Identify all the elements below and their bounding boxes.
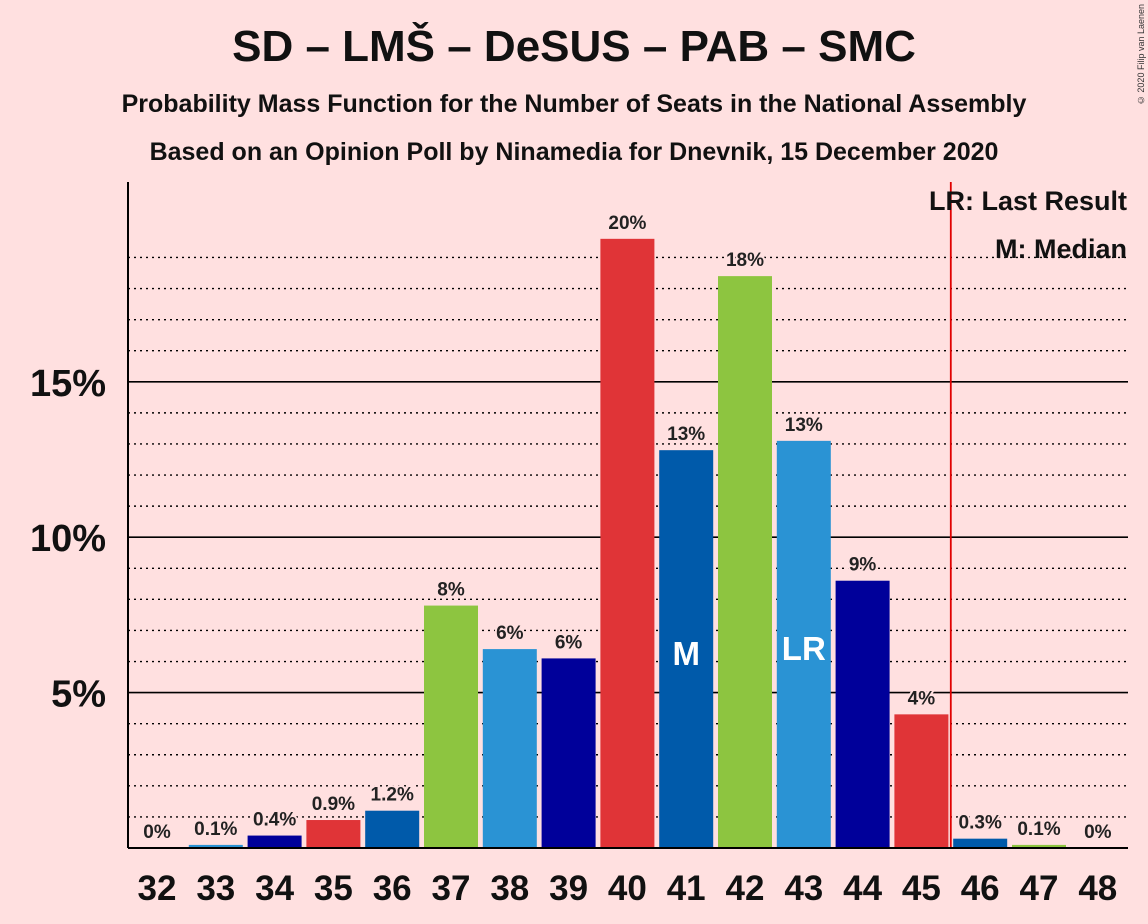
- x-tick-label: 33: [196, 869, 235, 908]
- chart-title: SD – LMŠ – DeSUS – PAB – SMC: [232, 22, 916, 71]
- legend-median: M: Median: [995, 234, 1127, 264]
- data-label: 6%: [555, 632, 583, 653]
- bar: [424, 605, 478, 848]
- y-tick-label: 15%: [30, 363, 106, 405]
- bar: [835, 580, 890, 848]
- bar: [659, 450, 714, 848]
- x-tick-label: 47: [1020, 869, 1059, 908]
- data-label: 13%: [785, 415, 823, 436]
- bar: [600, 238, 655, 848]
- x-tick-label: 36: [373, 869, 412, 908]
- data-label: 8%: [437, 580, 465, 601]
- x-tick-label: 45: [902, 869, 941, 908]
- bar: [306, 820, 361, 848]
- data-label: 9%: [849, 555, 877, 576]
- legend-last-result: LR: Last Result: [929, 186, 1127, 216]
- x-tick-label: 42: [726, 869, 765, 908]
- x-tick-label: 48: [1078, 869, 1117, 908]
- x-tick-label: 44: [843, 869, 882, 908]
- x-tick-label: 38: [490, 869, 529, 908]
- x-tick-label: 46: [961, 869, 1000, 908]
- bar: [482, 649, 537, 848]
- bar: [188, 844, 243, 848]
- data-label: 0.3%: [959, 813, 1002, 834]
- x-tick-label: 40: [608, 869, 647, 908]
- y-tick-label: 5%: [51, 674, 106, 716]
- bar: [894, 714, 949, 848]
- median-marker: M: [672, 635, 700, 672]
- data-label: 18%: [726, 250, 764, 271]
- data-label: 4%: [908, 688, 936, 709]
- bar: [953, 838, 1008, 848]
- last-result-marker: LR: [782, 630, 826, 667]
- data-label: 13%: [667, 424, 705, 445]
- data-label: 0.1%: [1017, 819, 1060, 840]
- bar: [541, 658, 596, 848]
- bar: [365, 810, 420, 848]
- bar: [1012, 844, 1066, 848]
- x-tick-label: 41: [667, 869, 706, 908]
- x-tick-label: 32: [138, 869, 177, 908]
- data-label: 1.2%: [371, 785, 414, 806]
- chart-subtitle: Probability Mass Function for the Number…: [121, 90, 1027, 118]
- x-tick-label: 35: [314, 869, 353, 908]
- x-tick-label: 34: [255, 869, 294, 908]
- chart-source-subtitle: Based on an Opinion Poll by Ninamedia fo…: [149, 138, 999, 166]
- data-label: 0%: [143, 822, 171, 843]
- data-label: 0.1%: [194, 819, 237, 840]
- bar: [718, 276, 772, 848]
- data-label: 0.4%: [253, 810, 296, 831]
- data-label: 20%: [608, 213, 646, 234]
- x-tick-label: 39: [549, 869, 588, 908]
- x-tick-label: 37: [432, 869, 471, 908]
- bar: [247, 835, 302, 848]
- x-tick-label: 43: [784, 869, 823, 908]
- bar: [776, 440, 831, 848]
- data-label: 6%: [496, 623, 524, 644]
- data-label: 0%: [1084, 822, 1112, 843]
- y-tick-label: 10%: [30, 518, 106, 560]
- data-label: 0.9%: [312, 794, 355, 815]
